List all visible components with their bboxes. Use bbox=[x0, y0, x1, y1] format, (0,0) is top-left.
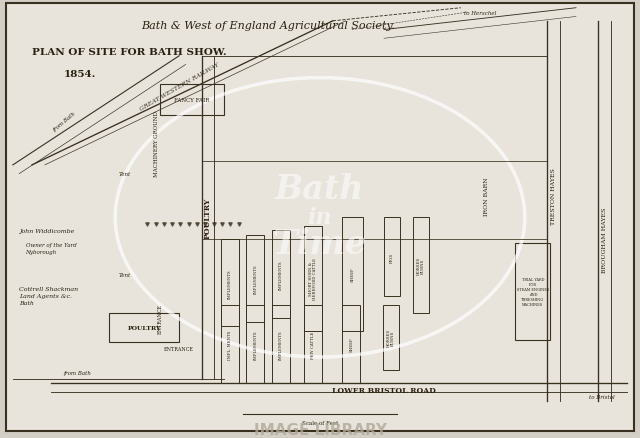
Bar bbox=[342, 305, 360, 383]
Bar bbox=[246, 305, 264, 383]
Bar bbox=[342, 218, 363, 331]
Text: IMPLEMENTS: IMPLEMENTS bbox=[228, 268, 232, 298]
Bar bbox=[515, 244, 550, 340]
Text: GREAT WESTERN RAILWAY: GREAT WESTERN RAILWAY bbox=[139, 62, 220, 112]
Bar bbox=[272, 231, 290, 318]
Bar bbox=[304, 226, 322, 331]
Text: TRIAL YARD
FOR
STEAM ENGINES
AND
THRESHING
MACHINES: TRIAL YARD FOR STEAM ENGINES AND THRESHI… bbox=[516, 278, 549, 306]
Text: FEW CATTLE: FEW CATTLE bbox=[311, 331, 315, 358]
Text: IMPLEMENTS: IMPLEMENTS bbox=[279, 260, 283, 289]
Text: Tent: Tent bbox=[118, 172, 131, 177]
Text: POULTRY: POULTRY bbox=[127, 325, 161, 331]
Text: Cottrell Shackman
Land Agents &c.
Bath: Cottrell Shackman Land Agents &c. Bath bbox=[19, 287, 78, 306]
Text: FANCY FAIR: FANCY FAIR bbox=[174, 98, 210, 102]
Text: IMPLEMENTS: IMPLEMENTS bbox=[279, 329, 283, 359]
Text: ENTRANCE: ENTRANCE bbox=[164, 346, 194, 351]
Text: MACHINERY GROUND: MACHINERY GROUND bbox=[154, 111, 159, 177]
Text: 1854.: 1854. bbox=[64, 70, 97, 78]
Text: SHORT HORN &
HEREFORD CATTLE: SHORT HORN & HEREFORD CATTLE bbox=[308, 258, 317, 300]
Text: Bath & West of England Agricultural Society.: Bath & West of England Agricultural Soci… bbox=[141, 21, 394, 31]
Bar bbox=[384, 218, 400, 296]
Bar bbox=[246, 235, 264, 322]
Text: in: in bbox=[308, 207, 332, 229]
Text: HORSES
BURNS: HORSES BURNS bbox=[417, 257, 425, 275]
Bar bbox=[221, 305, 239, 383]
Bar bbox=[413, 218, 429, 314]
Text: Scale of Feet: Scale of Feet bbox=[302, 420, 338, 425]
Text: HORSES
BURNS: HORSES BURNS bbox=[387, 328, 395, 346]
Text: Time: Time bbox=[273, 227, 367, 260]
Bar bbox=[383, 305, 399, 370]
Text: TRESTON HAYES: TRESTON HAYES bbox=[551, 168, 556, 224]
Text: to Herschel: to Herschel bbox=[464, 11, 496, 16]
Text: SHEEP: SHEEP bbox=[351, 267, 355, 282]
Bar bbox=[272, 305, 290, 383]
Text: POULTRY: POULTRY bbox=[204, 197, 212, 238]
Text: Tent: Tent bbox=[118, 272, 131, 277]
Text: PIGS: PIGS bbox=[390, 252, 394, 262]
Text: BROUGHAM HAYES: BROUGHAM HAYES bbox=[602, 207, 607, 272]
Text: Owner of the Yard
Nyborough: Owner of the Yard Nyborough bbox=[26, 243, 76, 254]
Text: John Widdicombe: John Widdicombe bbox=[19, 228, 75, 233]
Text: from Bath: from Bath bbox=[63, 370, 91, 375]
Text: to Bristol: to Bristol bbox=[589, 394, 614, 399]
Text: IMPLEMENTS: IMPLEMENTS bbox=[253, 329, 257, 359]
Text: ENTRANCE: ENTRANCE bbox=[157, 303, 163, 333]
Text: IRON BARN: IRON BARN bbox=[484, 177, 489, 215]
Text: IMPLEMENTS: IMPLEMENTS bbox=[253, 264, 257, 293]
Text: LOWER BRISTOL ROAD: LOWER BRISTOL ROAD bbox=[332, 386, 436, 394]
Text: Bath: Bath bbox=[275, 173, 365, 206]
Bar bbox=[304, 305, 322, 383]
Bar bbox=[221, 240, 239, 327]
Text: SHEEP: SHEEP bbox=[349, 337, 353, 351]
Text: PLAN OF SITE FOR BATH SHOW.: PLAN OF SITE FOR BATH SHOW. bbox=[32, 48, 227, 57]
Text: IMPL. MENTS: IMPL. MENTS bbox=[228, 329, 232, 359]
Text: from Bath: from Bath bbox=[52, 111, 76, 133]
Text: IMAGE LIBRARY: IMAGE LIBRARY bbox=[253, 421, 387, 437]
